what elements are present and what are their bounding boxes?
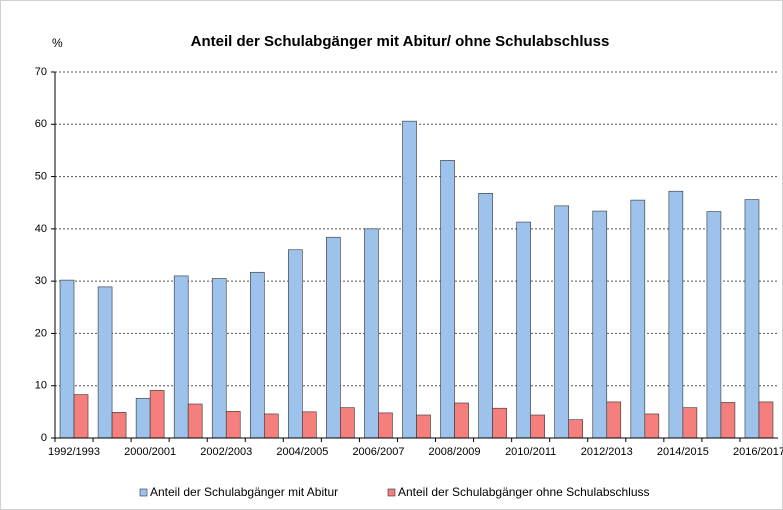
x-tick-label: 2016/2017	[733, 446, 783, 458]
x-tick-label: 2002/2003	[200, 446, 252, 458]
bar	[592, 210, 608, 439]
bar	[225, 411, 241, 439]
bar	[744, 199, 760, 439]
bar	[530, 414, 545, 439]
y-tick-label: 20	[35, 327, 47, 339]
legend-swatch	[387, 488, 396, 497]
bar	[630, 199, 646, 439]
y-tick-label: 0	[41, 432, 47, 444]
bar	[378, 412, 393, 439]
y-tick-label: 70	[35, 66, 47, 78]
x-tick-label: 2012/2013	[581, 446, 633, 458]
bar	[73, 394, 89, 439]
bar	[364, 228, 379, 439]
bar	[516, 221, 531, 439]
bar	[758, 401, 774, 439]
x-tick-label: 2004/2005	[276, 446, 328, 458]
bar	[149, 390, 165, 439]
bar	[173, 275, 189, 439]
bar	[454, 402, 469, 439]
bar	[59, 279, 75, 439]
bar	[97, 286, 113, 439]
legend-swatch	[139, 488, 148, 497]
bar	[187, 403, 203, 439]
y-tick-label: 50	[35, 170, 47, 182]
y-tick-label: 60	[35, 118, 47, 130]
bar	[302, 411, 317, 439]
x-tick-label: 2008/2009	[429, 446, 481, 458]
bar	[606, 401, 622, 439]
x-tick-label: 2006/2007	[352, 446, 404, 458]
legend-label: Anteil der Schulabgänger ohne Schulabsch…	[398, 485, 650, 499]
bar	[326, 236, 341, 439]
bar	[568, 419, 584, 439]
y-tick-label: 40	[35, 223, 47, 235]
x-tick-label: 2014/2015	[657, 446, 709, 458]
x-tick-label: 2000/2001	[124, 446, 176, 458]
bar	[249, 271, 265, 439]
bar	[440, 160, 455, 439]
bar	[492, 407, 507, 439]
bar	[720, 402, 736, 439]
bar	[340, 407, 355, 439]
bar	[263, 413, 279, 439]
bar	[402, 120, 417, 439]
y-tick-label: 30	[35, 275, 47, 287]
bar	[668, 190, 684, 439]
y-tick-label: 10	[35, 380, 47, 392]
bar	[416, 414, 431, 439]
bar	[135, 397, 151, 439]
legend-label: Anteil der Schulabgänger mit Abitur	[150, 485, 338, 499]
bar	[554, 205, 570, 439]
x-tick-label: 2010/2011	[505, 446, 556, 458]
bar	[706, 211, 722, 439]
bar	[682, 407, 698, 439]
bar	[478, 193, 493, 439]
bar	[211, 278, 227, 439]
y-axis-label: %	[52, 36, 63, 50]
bar	[288, 249, 303, 439]
x-tick-label: 1992/1993	[48, 446, 100, 458]
chart-title: Anteil der Schulabgänger mit Abitur/ ohn…	[191, 33, 610, 50]
bar	[111, 412, 127, 439]
bar	[644, 413, 660, 439]
